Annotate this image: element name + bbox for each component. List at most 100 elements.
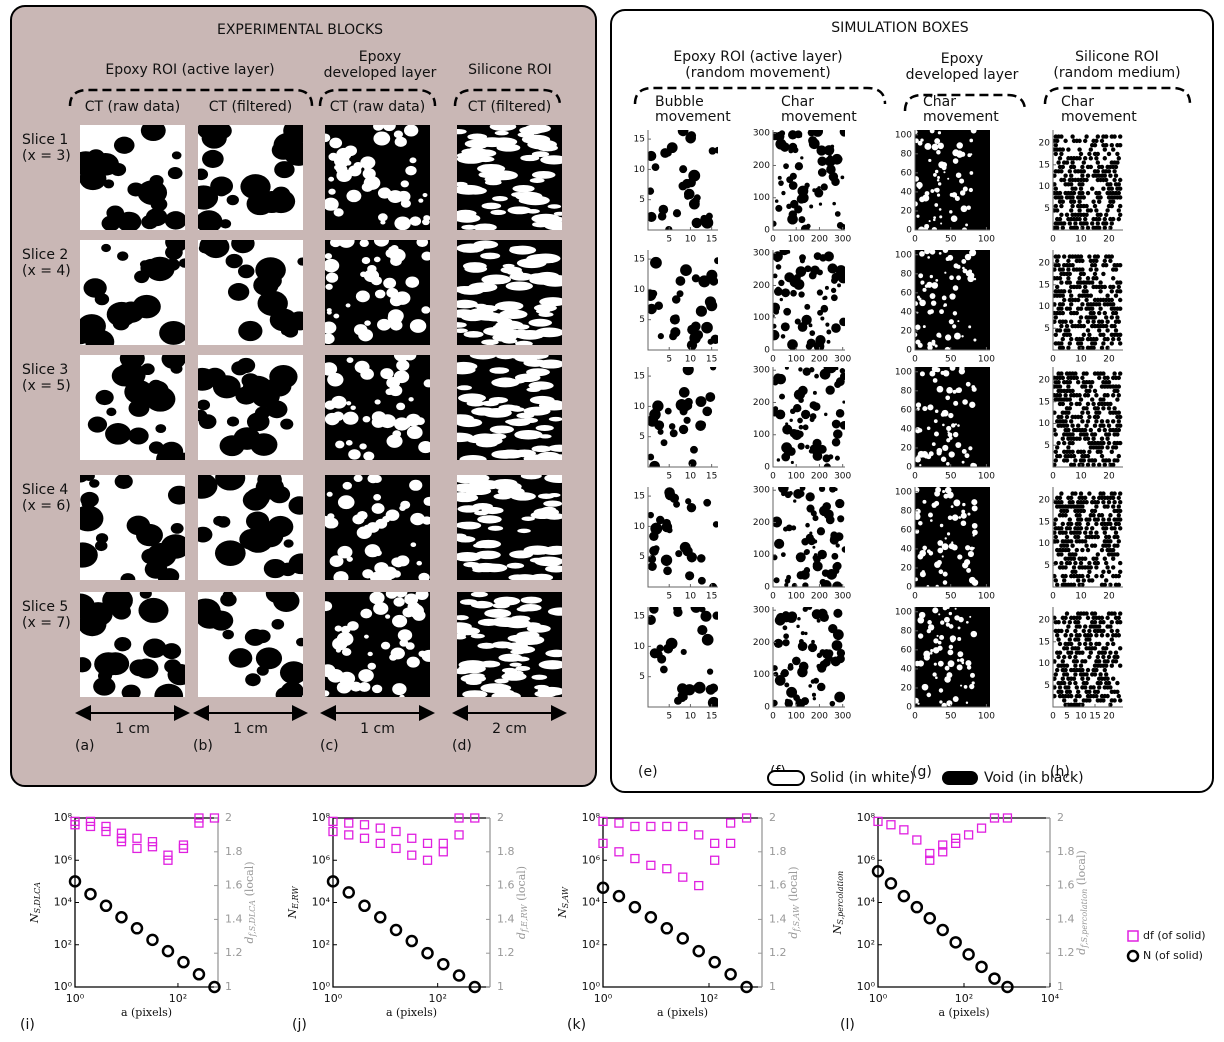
char: [798, 661, 809, 672]
cell: [1106, 380, 1112, 385]
sim-plot: [1052, 487, 1123, 588]
cell: [1070, 160, 1075, 165]
char: [773, 329, 780, 341]
char: [931, 339, 936, 344]
cell: [1063, 513, 1068, 518]
cell: [1101, 698, 1106, 703]
n-marker: [146, 933, 159, 947]
cell: [1060, 401, 1066, 407]
char: [960, 512, 967, 519]
char: [773, 287, 783, 296]
bubble: [695, 396, 707, 407]
x-tick-label: 0: [770, 472, 776, 482]
char: [948, 611, 953, 616]
bubble: [657, 333, 664, 340]
cell: [1080, 258, 1085, 264]
char: [961, 335, 964, 338]
blob: [289, 691, 303, 697]
char: [781, 288, 791, 298]
char: [938, 334, 942, 338]
cell: [1066, 345, 1071, 350]
char: [839, 223, 845, 230]
char: [970, 672, 975, 678]
char: [964, 559, 971, 566]
df-marker: [725, 818, 736, 828]
cell: [1098, 289, 1103, 294]
row-label: Slice 5: [22, 599, 68, 615]
cell: [1077, 208, 1082, 213]
y-tick-label: 60: [901, 288, 913, 298]
cell: [1057, 393, 1063, 398]
char: [944, 665, 950, 671]
cell: [1115, 654, 1120, 660]
column-header: movement: [923, 109, 999, 125]
df-marker: [630, 853, 640, 864]
char: [969, 615, 972, 618]
bubble: [683, 188, 695, 200]
char: [929, 293, 936, 299]
blob: [326, 491, 333, 497]
cell: [1105, 676, 1110, 681]
blob: [530, 573, 554, 580]
blob: [246, 412, 270, 432]
bubble: [701, 633, 714, 646]
cell: [1073, 371, 1078, 376]
char: [817, 663, 827, 673]
blob: [240, 174, 271, 200]
bubble: [648, 614, 656, 625]
cell: [1108, 173, 1113, 178]
char: [830, 144, 835, 149]
cell: [1118, 526, 1123, 531]
cell: [1109, 221, 1115, 226]
char: [817, 309, 824, 316]
char: [937, 540, 944, 546]
x-tick-label: 10: [685, 355, 697, 365]
blob: [396, 402, 406, 411]
char: [819, 612, 829, 623]
blob: [540, 155, 562, 165]
cell: [1083, 495, 1088, 501]
char: [806, 338, 816, 348]
cell: [1092, 458, 1098, 463]
char: [962, 186, 968, 192]
char: [942, 489, 946, 494]
blob: [481, 563, 508, 573]
blob: [470, 592, 488, 598]
blob: [361, 256, 371, 265]
cell: [1118, 186, 1123, 191]
cell: [1105, 319, 1110, 324]
cell: [1059, 628, 1064, 634]
df-marker: [963, 830, 974, 840]
blob: [373, 494, 382, 501]
bubble: [669, 429, 678, 438]
bubble: [688, 169, 701, 182]
panel-label: (a): [75, 738, 95, 754]
char: [790, 199, 799, 209]
char: [942, 423, 945, 427]
y-tick-label: 5: [1044, 561, 1050, 571]
blob: [476, 305, 498, 313]
char: [797, 442, 805, 450]
cell: [1118, 280, 1123, 285]
x-tick-label: 0: [770, 235, 776, 245]
char: [919, 299, 926, 307]
y-tick-label: 20: [901, 443, 913, 453]
cell: [1080, 504, 1085, 509]
brace: [633, 86, 887, 105]
char: [839, 372, 845, 381]
cell: [1053, 427, 1057, 433]
char: [946, 386, 953, 394]
cell: [1116, 633, 1122, 638]
n-marker: [342, 886, 356, 899]
bubble: [693, 194, 701, 202]
blob: [489, 125, 517, 132]
y-tick-label: 200: [753, 398, 770, 408]
cell: [1057, 453, 1063, 459]
char: [923, 548, 927, 551]
cell: [1104, 212, 1109, 217]
char: [929, 274, 934, 279]
char: [842, 400, 845, 404]
cell: [1070, 134, 1075, 139]
blob: [367, 651, 373, 657]
cell: [1080, 650, 1085, 655]
